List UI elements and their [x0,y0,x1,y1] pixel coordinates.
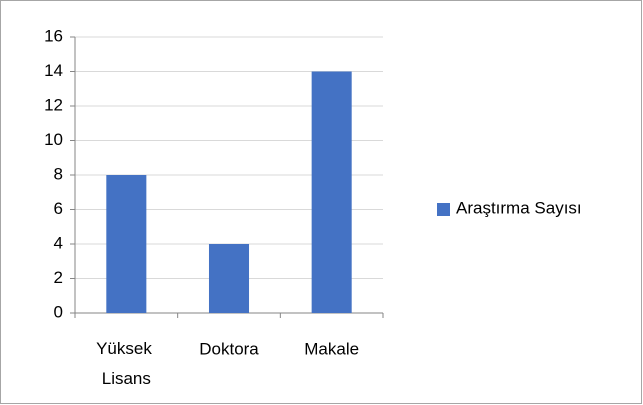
legend-label: Araştırma Sayısı [456,198,582,217]
y-tick-label: 4 [54,233,63,252]
x-tick-label: Makale [304,339,359,358]
legend-swatch [437,203,450,216]
bar [311,71,352,313]
y-tick-label: 14 [44,61,63,80]
y-tick-label: 2 [54,268,63,287]
y-tick-label: 0 [54,302,63,321]
y-tick-label: 16 [44,26,63,45]
bar [208,244,250,313]
bar [106,175,147,313]
x-tick-label: Doktora [199,339,259,358]
y-tick-label: 8 [54,164,63,183]
y-tick-label: 10 [44,130,63,149]
y-tick-label: 12 [44,95,63,114]
y-tick-label: 6 [54,199,63,218]
x-tick-label: Yüksek Lisans [96,339,156,388]
